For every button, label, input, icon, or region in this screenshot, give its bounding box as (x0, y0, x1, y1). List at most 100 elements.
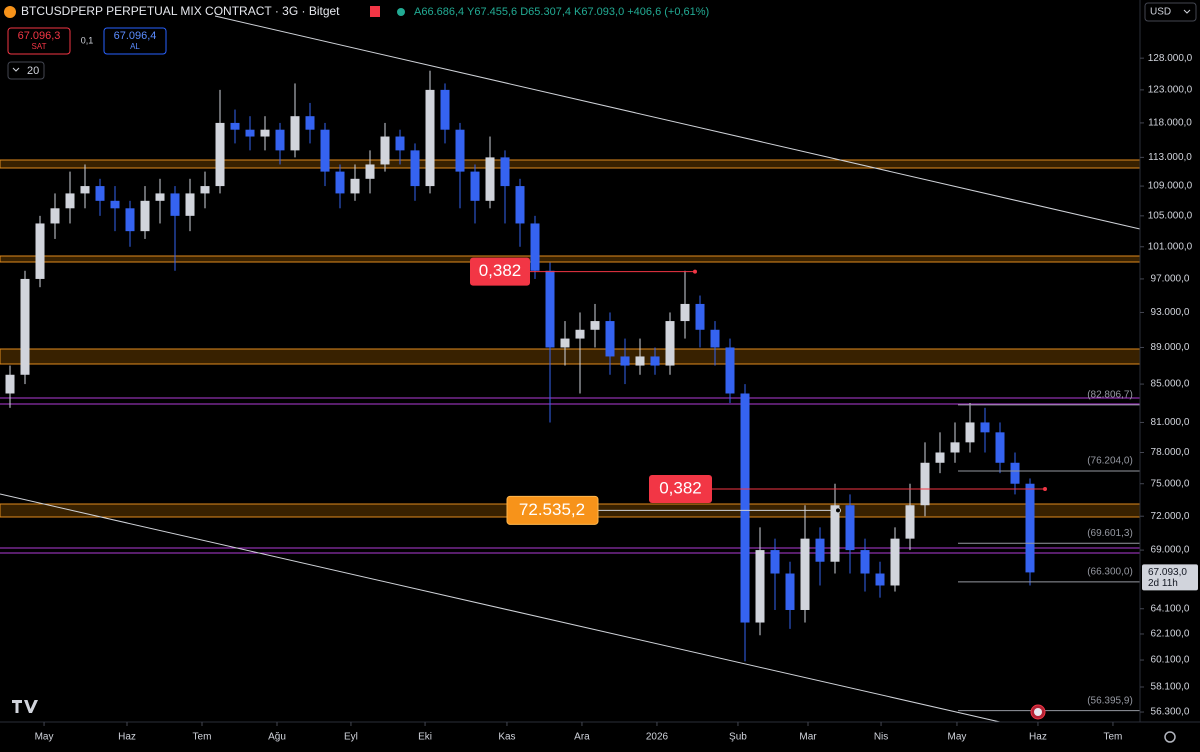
fib-box (649, 475, 712, 504)
axes: 128.000,0 123.000,0 118.000,0 113.000,0 109.… (35, 53, 1198, 743)
candle-body (680, 303, 690, 322)
status-dot (397, 8, 405, 16)
coin-icon (4, 6, 16, 18)
candle-body (260, 129, 270, 137)
candle-body (65, 193, 75, 209)
y-tick-label: 81.000,0 (1151, 417, 1190, 428)
candle-body (920, 462, 930, 506)
x-tick-label: Kas (498, 732, 515, 743)
y-tick-label: 118.000,0 (1148, 118, 1192, 129)
x-tick-label: Eyl (344, 732, 358, 743)
indicator-toggle[interactable] (7, 61, 45, 80)
sell-label: SAT (32, 42, 47, 51)
candle-body (140, 200, 150, 232)
candle-body (200, 186, 210, 194)
candle-body (1025, 483, 1035, 573)
candle-body (125, 208, 135, 232)
candle-body (1010, 462, 1020, 484)
sell-price: 67.096,3 (18, 30, 61, 42)
symbol-title: BTCUSDPERP PERPETUAL MIX CONTRACT · 3G ·… (21, 4, 340, 18)
candle-body (305, 116, 315, 130)
candle-body (995, 432, 1005, 463)
settings-icon[interactable] (1164, 731, 1176, 743)
x-tick-label: Eki (418, 732, 432, 743)
candle-body (530, 223, 540, 271)
candle-body (710, 329, 720, 348)
fib-box (470, 257, 530, 286)
fib-end (1043, 487, 1047, 492)
candle-body (770, 550, 780, 574)
spread: 0,1 (81, 35, 94, 45)
candle-body (890, 538, 900, 586)
candle-body (185, 193, 195, 216)
zone (0, 348, 1141, 365)
buy-label: AL (130, 42, 140, 51)
x-tick-label: 2026 (646, 732, 669, 743)
candle-body (500, 157, 510, 187)
logo (12, 700, 38, 713)
candle-body (290, 116, 300, 151)
candle-body (20, 278, 30, 375)
candle-body (800, 538, 810, 610)
candle-body (80, 186, 90, 194)
candle-body (725, 347, 735, 394)
x-tick-label: Haz (1029, 732, 1047, 743)
candle-body (455, 129, 465, 172)
level-end (835, 507, 841, 514)
candle-body (815, 538, 825, 562)
candle-body (335, 171, 345, 194)
y-tick-label: 109.000,0 (1148, 181, 1193, 192)
y-tick-label: 105.000,0 (1148, 210, 1193, 221)
candle-body (665, 321, 675, 366)
candle-body (95, 186, 105, 201)
buy-button[interactable] (103, 27, 167, 55)
candle-body (965, 422, 975, 443)
y-tick-label: 72.000,0 (1151, 511, 1190, 522)
candle-body (410, 150, 420, 187)
currency: USD (1150, 7, 1171, 18)
x-tick-label: Mar (799, 732, 817, 743)
y-tick-label: 62.100,0 (1151, 629, 1190, 640)
buy-price: 67.096,4 (114, 30, 157, 42)
zone (0, 255, 1141, 263)
candle-body (215, 122, 225, 187)
candle-body (620, 356, 630, 366)
candle-body (515, 186, 525, 224)
level-box (506, 495, 599, 525)
fib-end (693, 269, 697, 274)
x-tick-label: Tem (193, 732, 212, 743)
y-tick-label: 101.000,0 (1148, 241, 1193, 252)
candle-body (980, 422, 990, 433)
fib-label: 0,382 (479, 261, 522, 280)
trend-line (214, 15, 1141, 230)
price-level-label: (76.204,0) (1087, 456, 1133, 467)
y-tick-label: 128.000,0 (1148, 53, 1193, 64)
candle-body (875, 573, 885, 586)
candle-body (5, 374, 15, 394)
price-level-label: (69.601,3) (1087, 528, 1133, 539)
y-tick-label: 60.100,0 (1151, 655, 1190, 666)
candle-body (545, 270, 555, 348)
candle-body (935, 452, 945, 463)
y-tick-label: 89.000,0 (1151, 342, 1190, 353)
x-tick-label: Tem (1104, 732, 1123, 743)
candle-body (560, 338, 570, 348)
sell-button[interactable] (7, 27, 71, 55)
y-tick-label: 113.000,0 (1148, 152, 1192, 163)
y-tick-label: 75.000,0 (1151, 478, 1190, 489)
y-tick-label: 78.000,0 (1151, 447, 1190, 458)
candle-body (590, 321, 600, 330)
ohlc: A66.686,4 Y67.455,6 D65.307,4 K67.093,0 … (414, 6, 709, 18)
candle-body (110, 200, 120, 209)
candle-body (695, 303, 705, 330)
currency-select[interactable] (1144, 2, 1197, 22)
last-price-label: 67.093,0 (1148, 567, 1187, 578)
candle-body (245, 129, 255, 137)
candle-body (740, 393, 750, 623)
y-tick-label: 58.100,0 (1151, 682, 1190, 693)
x-tick-label: Ara (574, 732, 590, 743)
candle-body (440, 89, 450, 130)
candle-body (650, 356, 660, 366)
